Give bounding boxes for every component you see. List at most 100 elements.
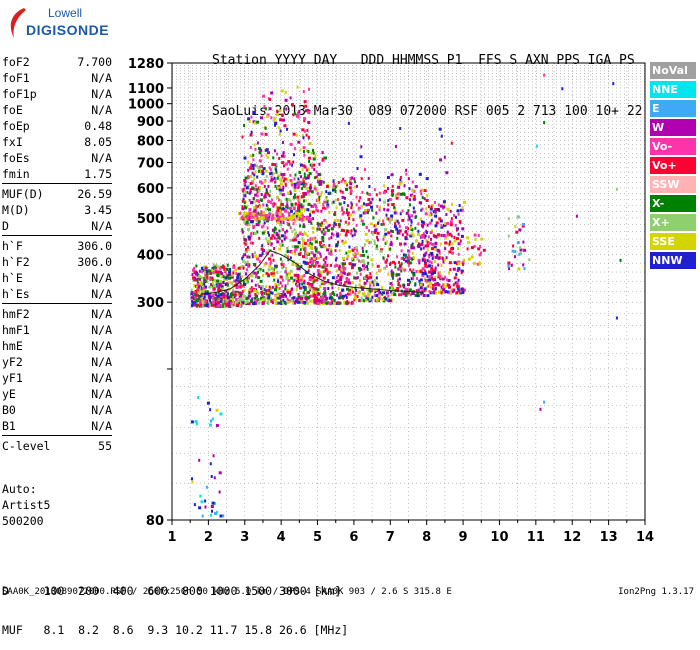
echo-point (276, 186, 280, 190)
echo-point (389, 247, 392, 251)
echo-point (303, 217, 306, 221)
header-values: SaoLuis 2013 Mar30 089 072000 RSF 005 2 … (212, 104, 643, 119)
echo-point (456, 228, 458, 232)
echo-point (370, 240, 373, 244)
echo-point (390, 173, 394, 177)
echo-point (442, 288, 446, 292)
echo-point (320, 230, 323, 234)
echo-point (306, 190, 310, 194)
echo-point (210, 276, 214, 280)
echo-point (416, 277, 419, 280)
echo-point (373, 242, 376, 246)
echo-point (230, 304, 233, 308)
echo-point (301, 239, 305, 243)
echo-point (438, 290, 441, 294)
echo-point (417, 232, 420, 236)
echo-point (274, 121, 278, 125)
echo-point (453, 213, 456, 217)
echo-point (259, 148, 263, 152)
echo-point (277, 206, 281, 210)
echo-point (425, 231, 428, 234)
echo-point (430, 251, 434, 255)
echo-point (203, 279, 206, 283)
echo-point (255, 219, 258, 223)
echo-point (293, 112, 296, 116)
echo-point (455, 237, 459, 241)
echo-point (403, 257, 405, 261)
echo-point (229, 292, 233, 296)
echo-point (427, 284, 430, 288)
echo-point (293, 206, 296, 210)
echo-point (295, 277, 298, 281)
param-name: MUF(D) (2, 187, 44, 201)
echo-point (422, 294, 426, 297)
echo-point (335, 264, 339, 267)
echo-point (282, 118, 285, 122)
echo-point (440, 225, 444, 229)
param-value: 306.0 (77, 255, 112, 269)
echo-point (202, 294, 205, 298)
echo-point (296, 280, 299, 283)
legend-item-vo-: Vo- (650, 138, 696, 155)
echo-point (341, 239, 344, 243)
echo-point (360, 268, 363, 272)
echo-point (202, 300, 206, 304)
echo-point (323, 270, 325, 274)
echo-point (220, 265, 224, 269)
echo-point (247, 237, 251, 241)
echo-point (387, 187, 389, 191)
echo-point (261, 298, 265, 302)
echo-point (392, 288, 395, 292)
echo-point (279, 208, 282, 212)
param-separator (2, 303, 112, 304)
echo-point (422, 234, 425, 238)
echo-point (294, 202, 297, 206)
echo-point (260, 285, 264, 288)
echo-point (351, 287, 354, 291)
echo-point (312, 272, 315, 276)
echo-point (258, 236, 261, 240)
echo-point (224, 276, 228, 280)
param-value: N/A (91, 403, 112, 417)
echo-point (461, 290, 465, 294)
param-value: 3.45 (84, 203, 112, 217)
echo-point (222, 275, 225, 279)
echo-point (432, 234, 435, 238)
echo-point (290, 292, 293, 296)
echo-point (218, 284, 221, 288)
echo-point (451, 251, 455, 255)
echo-point (212, 303, 216, 307)
echo-point (457, 285, 460, 289)
echo-point (285, 255, 288, 259)
param-row: C-level 55 (2, 438, 112, 454)
echo-point (365, 265, 369, 269)
echo-point (204, 280, 207, 283)
echo-point (243, 214, 245, 218)
echo-point (268, 233, 271, 237)
echo-point (248, 217, 251, 221)
echo-point (272, 258, 275, 262)
echo-point (428, 260, 431, 263)
echo-point (299, 253, 301, 256)
echo-point (278, 247, 282, 251)
echo-point (351, 210, 355, 214)
echo-point (268, 107, 272, 111)
echo-point (215, 266, 218, 270)
echo-point (349, 192, 352, 195)
echo-point (236, 273, 240, 277)
echo-point (395, 196, 399, 200)
echo-point (365, 274, 369, 278)
echo-point (303, 274, 306, 277)
param-name: yE (2, 387, 16, 401)
echo-point (302, 164, 306, 168)
echo-point (361, 246, 364, 250)
legend-item-x-: X+ (650, 214, 696, 231)
echo-point (428, 280, 431, 284)
echo-point (518, 228, 522, 232)
echo-point (265, 148, 269, 152)
echo-point (432, 254, 435, 258)
echo-point (290, 202, 294, 206)
echo-point (286, 191, 290, 195)
echo-point (409, 268, 412, 272)
echo-point (278, 296, 282, 300)
